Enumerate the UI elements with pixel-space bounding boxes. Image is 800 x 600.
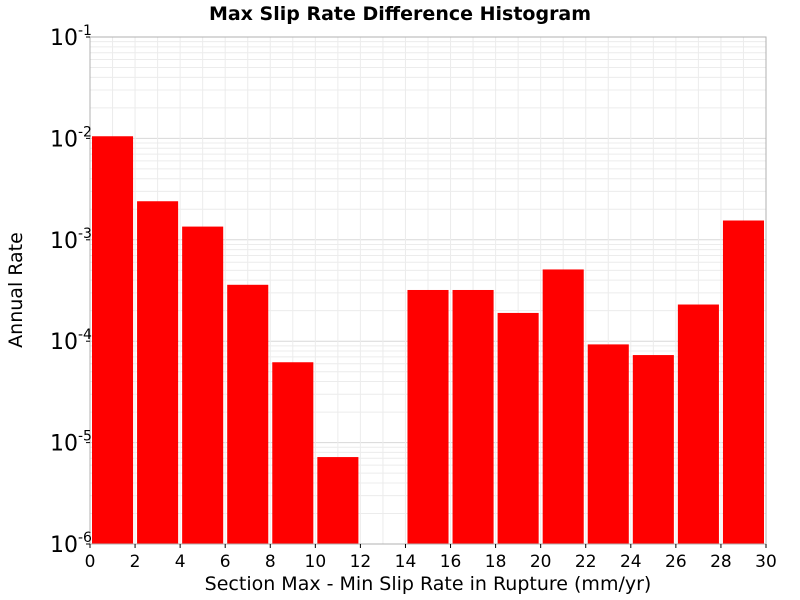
x-tick-label: 14 <box>395 552 417 572</box>
x-axis-label: Section Max - Min Slip Rate in Rupture (… <box>205 573 652 595</box>
histogram-bar <box>272 362 314 544</box>
x-tick-label: 30 <box>755 552 777 572</box>
histogram-bar <box>587 344 629 544</box>
x-tick-label: 26 <box>665 552 687 572</box>
histogram-bar <box>632 355 674 544</box>
histogram-bar <box>407 289 449 544</box>
x-tick-label: 8 <box>265 552 276 572</box>
y-tick-label: 10-2 <box>50 124 92 152</box>
histogram-bar <box>227 284 269 544</box>
histogram-bar <box>542 269 584 544</box>
histogram-bar <box>317 457 359 544</box>
x-tick-label: 2 <box>130 552 141 572</box>
histogram-bar <box>677 304 719 544</box>
x-tick-label: 18 <box>485 552 507 572</box>
y-tick-label: 10-6 <box>50 530 92 558</box>
x-tick-label: 12 <box>350 552 372 572</box>
histogram-bar <box>92 136 134 544</box>
x-axis-ticks: 0 2 4 6 8 10 12 14 16 18 20 22 24 26 28 30 <box>85 544 777 572</box>
chart-title: Max Slip Rate Difference Histogram <box>209 3 591 25</box>
y-axis-ticks: 10-6 10-5 10-4 10-3 10-2 10-1 <box>50 23 92 558</box>
x-tick-label: 4 <box>175 552 186 572</box>
x-tick-label: 28 <box>710 552 732 572</box>
y-tick-label: 10-4 <box>50 327 92 355</box>
histogram-bar <box>182 226 224 544</box>
y-axis-label: Annual Rate <box>5 232 27 348</box>
histogram-bar <box>452 289 494 544</box>
histogram-bar <box>722 220 764 544</box>
x-tick-label: 22 <box>575 552 597 572</box>
x-tick-label: 10 <box>305 552 327 572</box>
bars <box>92 136 764 544</box>
x-tick-label: 16 <box>440 552 462 572</box>
x-tick-label: 0 <box>85 552 96 572</box>
x-tick-label: 24 <box>620 552 642 572</box>
histogram-bar <box>137 201 179 544</box>
x-tick-label: 6 <box>220 552 231 572</box>
y-tick-label: 10-5 <box>50 429 92 457</box>
x-tick-label: 20 <box>530 552 552 572</box>
histogram-bar <box>497 312 539 544</box>
y-tick-label: 10-3 <box>50 226 92 254</box>
plot-border <box>89 36 767 545</box>
y-tick-label: 10-1 <box>50 23 92 51</box>
